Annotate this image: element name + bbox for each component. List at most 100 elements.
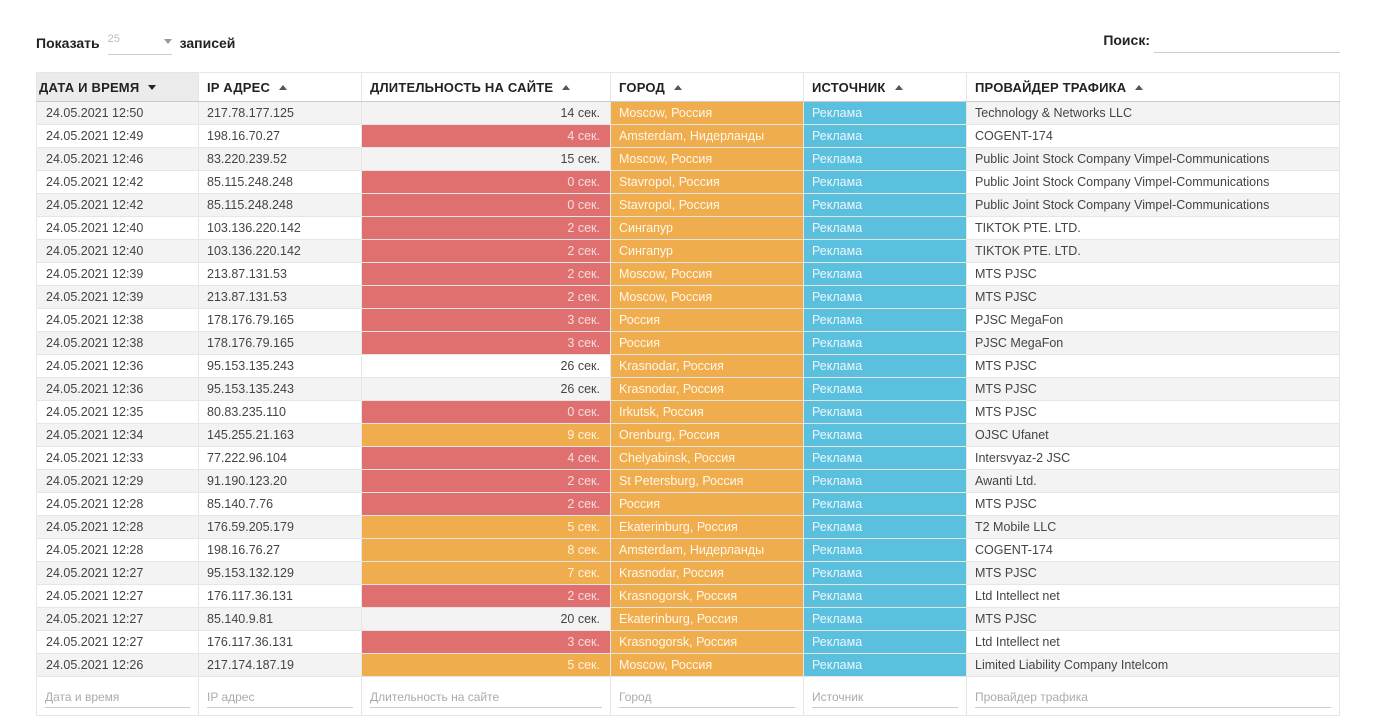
column-header-city[interactable]: ГОРОД <box>610 72 804 102</box>
cell-ip: 77.222.96.104 <box>198 446 362 470</box>
table-row[interactable]: 24.05.2021 12:28 85.140.7.76 2 сек. Россия Р… <box>36 492 1340 516</box>
table-row[interactable]: 24.05.2021 12:33 77.222.96.104 4 сек. Chely… <box>36 446 1340 470</box>
table-row[interactable]: 24.05.2021 12:39 213.87.131.53 2 сек. Mosco… <box>36 285 1340 309</box>
cell-city: Krasnogorsk, Россия <box>610 630 804 654</box>
cell-duration: 20 сек. <box>361 607 611 631</box>
table-row[interactable]: 24.05.2021 12:46 83.220.239.52 15 сек. Mosc… <box>36 147 1340 171</box>
filter-city-input[interactable]: Город <box>619 687 795 708</box>
cell-date: 24.05.2021 12:36 <box>36 377 199 401</box>
table-row[interactable]: 24.05.2021 12:28 176.59.205.179 5 сек. Ekat… <box>36 515 1340 539</box>
column-header-label: ИСТОЧНИК <box>812 79 886 95</box>
cell-date: 24.05.2021 12:35 <box>36 400 199 424</box>
show-suffix: записей <box>179 35 236 51</box>
table-row[interactable]: 24.05.2021 12:36 95.153.135.243 26 сек. Kra… <box>36 377 1340 401</box>
cell-date: 24.05.2021 12:27 <box>36 561 199 585</box>
page-length-select[interactable]: 25 <box>107 32 172 55</box>
cell-ip: 213.87.131.53 <box>198 262 362 286</box>
cell-source: Реклама <box>803 331 967 355</box>
cell-duration: 8 сек. <box>361 538 611 562</box>
table-row[interactable]: 24.05.2021 12:26 217.174.187.19 5 сек. Mosc… <box>36 653 1340 677</box>
cell-provider: MTS PJSC <box>966 492 1340 516</box>
cell-duration: 5 сек. <box>361 515 611 539</box>
chevron-down-icon <box>163 38 172 44</box>
filter-ip-input[interactable]: IP адрес <box>207 687 353 708</box>
table-row[interactable]: 24.05.2021 12:34 145.255.21.163 9 сек. Oren… <box>36 423 1340 447</box>
table-row[interactable]: 24.05.2021 12:38 178.176.79.165 3 сек. Росс… <box>36 308 1340 332</box>
cell-duration: 2 сек. <box>361 216 611 240</box>
table-row[interactable]: 24.05.2021 12:27 95.153.132.129 7 сек. Kras… <box>36 561 1340 585</box>
column-header-duration[interactable]: ДЛИТЕЛЬНОСТЬ НА САЙТЕ <box>361 72 611 102</box>
cell-duration: 2 сек. <box>361 285 611 309</box>
cell-source: Реклама <box>803 607 967 631</box>
cell-source: Реклама <box>803 400 967 424</box>
cell-city: Сингапур <box>610 239 804 263</box>
filter-source-input[interactable]: Источник <box>812 687 958 708</box>
cell-provider: MTS PJSC <box>966 561 1340 585</box>
sort-asc-icon <box>1135 84 1144 90</box>
table-controls: Показать 25 записей Поиск: <box>36 32 1340 56</box>
table-row[interactable]: 24.05.2021 12:40 103.136.220.142 2 сек. Син… <box>36 239 1340 263</box>
table-row[interactable]: 24.05.2021 12:29 91.190.123.20 2 сек. St Pe… <box>36 469 1340 493</box>
column-header-source[interactable]: ИСТОЧНИК <box>803 72 967 102</box>
table-row[interactable]: 24.05.2021 12:42 85.115.248.248 0 сек. Stav… <box>36 193 1340 217</box>
table-row[interactable]: 24.05.2021 12:27 176.117.36.131 2 сек. Kras… <box>36 584 1340 608</box>
cell-ip: 213.87.131.53 <box>198 285 362 309</box>
table-row[interactable]: 24.05.2021 12:28 198.16.76.27 8 сек. Amster… <box>36 538 1340 562</box>
cell-provider: MTS PJSC <box>966 377 1340 401</box>
sort-asc-icon <box>894 84 903 90</box>
cell-source: Реклама <box>803 492 967 516</box>
cell-provider: COGENT-174 <box>966 538 1340 562</box>
table-row[interactable]: 24.05.2021 12:49 198.16.70.27 4 сек. Amster… <box>36 124 1340 148</box>
search-input[interactable] <box>1154 32 1340 53</box>
cell-provider: MTS PJSC <box>966 607 1340 631</box>
filter-duration-input[interactable]: Длительность на сайте <box>370 687 602 708</box>
cell-duration: 4 сек. <box>361 446 611 470</box>
cell-provider: MTS PJSC <box>966 400 1340 424</box>
cell-city: Moscow, Россия <box>610 101 804 125</box>
table-row[interactable]: 24.05.2021 12:27 176.117.36.131 3 сек. Kras… <box>36 630 1340 654</box>
table-row[interactable]: 24.05.2021 12:50 217.78.177.125 14 сек. Mos… <box>36 101 1340 125</box>
cell-ip: 178.176.79.165 <box>198 331 362 355</box>
filter-provider-input[interactable]: Провайдер трафика <box>975 687 1331 708</box>
cell-source: Реклама <box>803 423 967 447</box>
cell-source: Реклама <box>803 124 967 148</box>
cell-city: Chelyabinsk, Россия <box>610 446 804 470</box>
cell-duration: 7 сек. <box>361 561 611 585</box>
cell-city: Stavropol, Россия <box>610 170 804 194</box>
cell-provider: MTS PJSC <box>966 354 1340 378</box>
cell-ip: 198.16.70.27 <box>198 124 362 148</box>
column-header-ip[interactable]: IP АДРЕС <box>198 72 362 102</box>
table-row[interactable]: 24.05.2021 12:35 80.83.235.110 0 сек. Irkut… <box>36 400 1340 424</box>
table-row[interactable]: 24.05.2021 12:27 85.140.9.81 20 сек. Ekater… <box>36 607 1340 631</box>
cell-city: Сингапур <box>610 216 804 240</box>
cell-duration: 26 сек. <box>361 354 611 378</box>
cell-duration: 3 сек. <box>361 308 611 332</box>
cell-city: Moscow, Россия <box>610 147 804 171</box>
cell-ip: 85.115.248.248 <box>198 193 362 217</box>
table-row[interactable]: 24.05.2021 12:36 95.153.135.243 26 сек. Kra… <box>36 354 1340 378</box>
table-row[interactable]: 24.05.2021 12:42 85.115.248.248 0 сек. Stav… <box>36 170 1340 194</box>
cell-city: Krasnodar, Россия <box>610 561 804 585</box>
cell-ip: 178.176.79.165 <box>198 308 362 332</box>
cell-date: 24.05.2021 12:28 <box>36 492 199 516</box>
table-row[interactable]: 24.05.2021 12:38 178.176.79.165 3 сек. Росс… <box>36 331 1340 355</box>
cell-provider: Awanti Ltd. <box>966 469 1340 493</box>
cell-source: Реклама <box>803 630 967 654</box>
column-header-label: ДАТА И ВРЕМЯ <box>39 79 140 95</box>
filter-date-input[interactable]: Дата и время <box>45 687 190 708</box>
column-header-provider[interactable]: ПРОВАЙДЕР ТРАФИКА <box>966 72 1340 102</box>
cell-source: Реклама <box>803 239 967 263</box>
page-length-control: Показать 25 записей <box>36 32 236 55</box>
table-row[interactable]: 24.05.2021 12:40 103.136.220.142 2 сек. Син… <box>36 216 1340 240</box>
table-row[interactable]: 24.05.2021 12:39 213.87.131.53 2 сек. Mosco… <box>36 262 1340 286</box>
cell-date: 24.05.2021 12:49 <box>36 124 199 148</box>
cell-duration: 15 сек. <box>361 147 611 171</box>
search-control: Поиск: <box>1103 32 1340 53</box>
cell-source: Реклама <box>803 147 967 171</box>
table-body: 24.05.2021 12:50 217.78.177.125 14 сек. Mos… <box>36 101 1340 677</box>
cell-ip: 176.59.205.179 <box>198 515 362 539</box>
cell-ip: 83.220.239.52 <box>198 147 362 171</box>
cell-date: 24.05.2021 12:27 <box>36 584 199 608</box>
column-header-date[interactable]: ДАТА И ВРЕМЯ <box>36 72 199 102</box>
cell-date: 24.05.2021 12:39 <box>36 285 199 309</box>
